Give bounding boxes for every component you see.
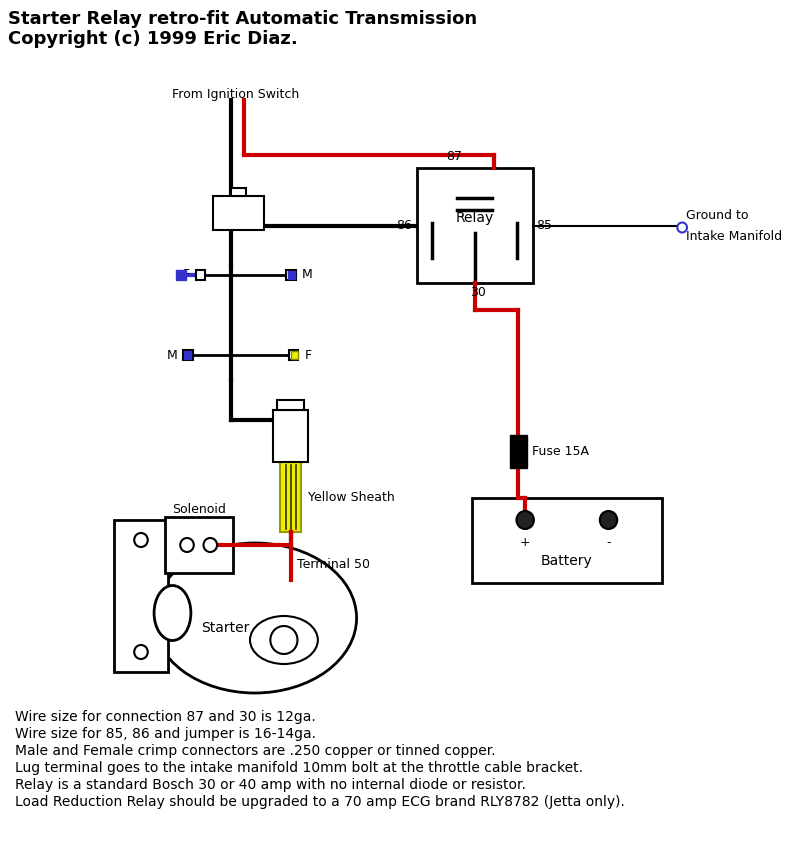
Circle shape: [678, 223, 687, 233]
Text: Battery: Battery: [541, 554, 593, 568]
Text: 85: 85: [536, 219, 552, 232]
Bar: [183, 350, 193, 360]
Text: Load Reduction Relay should be upgraded to a 70 amp ECG brand RLY8782 (Jetta onl: Load Reduction Relay should be upgraded …: [14, 795, 625, 809]
Text: 87: 87: [446, 150, 462, 163]
Ellipse shape: [153, 543, 357, 693]
Bar: [417, 168, 533, 283]
Circle shape: [600, 511, 618, 529]
Circle shape: [134, 645, 148, 659]
Bar: [114, 520, 168, 672]
Ellipse shape: [250, 616, 318, 664]
Text: Relay is a standard Bosch 30 or 40 amp with no internal diode or resistor.: Relay is a standard Bosch 30 or 40 amp w…: [14, 778, 526, 792]
Circle shape: [203, 538, 217, 552]
Text: 30: 30: [470, 286, 486, 299]
Text: Yellow Sheath: Yellow Sheath: [308, 491, 395, 503]
Bar: [290, 351, 298, 359]
Bar: [277, 400, 304, 410]
Text: Solenoid: Solenoid: [173, 503, 226, 516]
Bar: [288, 271, 294, 279]
Bar: [510, 435, 527, 468]
Circle shape: [270, 626, 298, 654]
Text: Starter Relay retro-fit Automatic Transmission: Starter Relay retro-fit Automatic Transm…: [8, 10, 477, 28]
Text: +: +: [520, 536, 530, 549]
Ellipse shape: [154, 586, 191, 641]
Text: Starter: Starter: [202, 621, 250, 635]
Bar: [289, 350, 298, 360]
Text: Wire size for connection 87 and 30 is 12ga.: Wire size for connection 87 and 30 is 12…: [14, 710, 315, 724]
Text: Ground to: Ground to: [686, 208, 749, 222]
Bar: [280, 462, 302, 532]
Text: Lug terminal goes to the intake manifold 10mm bolt at the throttle cable bracket: Lug terminal goes to the intake manifold…: [14, 761, 582, 775]
Text: Relay: Relay: [456, 211, 494, 224]
Text: Copyright (c) 1999 Eric Diaz.: Copyright (c) 1999 Eric Diaz.: [8, 30, 298, 48]
Text: -: -: [606, 536, 610, 549]
Text: Terminal 50: Terminal 50: [298, 559, 370, 572]
Bar: [176, 270, 186, 280]
Text: M: M: [302, 269, 312, 282]
Text: 86: 86: [396, 219, 412, 232]
Bar: [165, 517, 233, 573]
Text: F: F: [182, 269, 190, 282]
Bar: [230, 188, 246, 196]
Circle shape: [180, 538, 194, 552]
Bar: [184, 351, 191, 359]
Text: Intake Manifold: Intake Manifold: [686, 229, 782, 243]
Circle shape: [134, 533, 148, 547]
Bar: [274, 410, 308, 462]
Text: From Ignition Switch: From Ignition Switch: [173, 88, 300, 101]
Text: Wire size for 85, 86 and jumper is 16-14ga.: Wire size for 85, 86 and jumper is 16-14…: [14, 727, 315, 741]
Text: Fuse 15A: Fuse 15A: [532, 445, 589, 458]
Bar: [286, 270, 295, 280]
Text: F: F: [304, 348, 311, 362]
Bar: [213, 196, 263, 230]
Circle shape: [517, 511, 534, 529]
Bar: [196, 270, 206, 280]
Bar: [472, 498, 662, 583]
Text: Male and Female crimp connectors are .250 copper or tinned copper.: Male and Female crimp connectors are .25…: [14, 744, 495, 758]
Text: M: M: [166, 348, 178, 362]
